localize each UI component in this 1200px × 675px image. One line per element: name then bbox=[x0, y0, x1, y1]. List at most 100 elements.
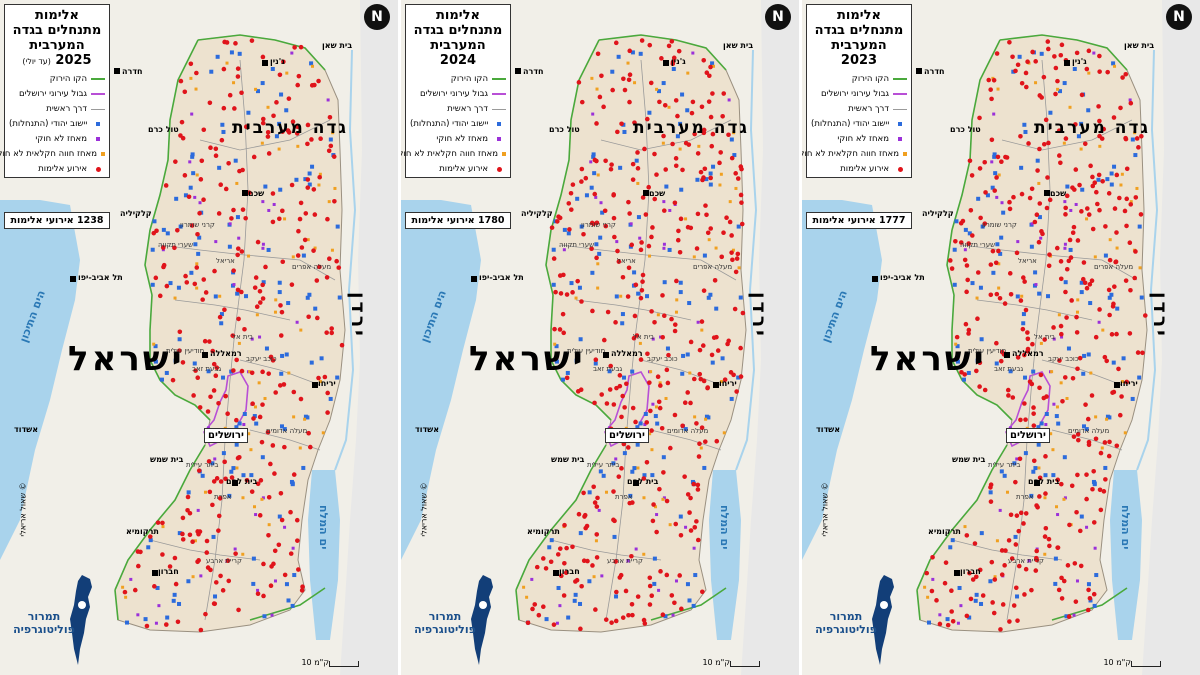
settlement-marker bbox=[614, 594, 619, 599]
settlement-marker bbox=[266, 247, 271, 252]
violence-event-marker bbox=[969, 173, 975, 178]
label-kiryat-arba: קריית ארבע bbox=[206, 557, 242, 565]
city-marker-jenin bbox=[663, 60, 669, 66]
legend-title: אלימות מתנחלים בגדה המערבית bbox=[12, 8, 102, 53]
outpost-marker bbox=[1093, 546, 1097, 550]
label-kiryat-arba: קריית ארבע bbox=[607, 557, 643, 565]
violence-event-marker bbox=[280, 208, 285, 214]
violence-event-marker bbox=[977, 384, 982, 389]
legend-row-road: דרך ראשית bbox=[9, 104, 105, 114]
violence-event-marker bbox=[611, 402, 617, 407]
farm-outpost-marker bbox=[926, 595, 930, 599]
farm-outpost-symbol bbox=[101, 152, 105, 156]
violence-event-marker bbox=[196, 468, 202, 473]
dead-sea bbox=[1110, 470, 1142, 640]
farm-outpost-marker bbox=[718, 183, 722, 187]
settlement-marker bbox=[186, 579, 191, 584]
violence-event-marker bbox=[216, 528, 221, 533]
road-symbol bbox=[91, 108, 105, 110]
settlement-marker bbox=[177, 531, 182, 536]
violence-event-marker bbox=[548, 559, 554, 565]
city-marker-nablus bbox=[643, 190, 649, 196]
violence-event-marker bbox=[296, 567, 301, 572]
violence-event-marker bbox=[1086, 587, 1091, 593]
farm-outpost-marker bbox=[1123, 431, 1127, 435]
farm-outpost-marker bbox=[247, 432, 251, 436]
label-israel: ישראל bbox=[68, 339, 185, 379]
farm-outpost-marker bbox=[1005, 490, 1009, 494]
settlement-marker bbox=[1021, 321, 1026, 326]
outpost-marker bbox=[1085, 525, 1089, 529]
label-hebron: חברון bbox=[559, 567, 580, 576]
violence-event-marker bbox=[261, 593, 266, 599]
violence-event-marker bbox=[1094, 189, 1099, 195]
farm-outpost-marker bbox=[674, 310, 678, 314]
label-beit-shean: בית שאן bbox=[723, 41, 754, 50]
violence-event-marker bbox=[625, 445, 631, 450]
farm-outpost-marker bbox=[655, 87, 659, 91]
violence-event-marker bbox=[188, 61, 194, 67]
label-west-bank: גדה מערבית bbox=[1034, 118, 1151, 138]
settlement-marker bbox=[186, 490, 191, 495]
violence-event-marker bbox=[1043, 117, 1049, 123]
settlement-marker bbox=[572, 598, 577, 603]
settlement-marker bbox=[217, 165, 222, 170]
violence-event-marker bbox=[1018, 417, 1023, 423]
farm-outpost-marker bbox=[1101, 328, 1105, 332]
violence-event-marker bbox=[265, 129, 271, 135]
violence-event-marker bbox=[1015, 62, 1021, 68]
violence-event-marker bbox=[1060, 398, 1065, 404]
violence-event-marker bbox=[1025, 336, 1031, 342]
violence-event-marker bbox=[311, 248, 316, 253]
outpost-marker bbox=[651, 337, 655, 341]
violence-event-marker bbox=[705, 385, 710, 391]
settlement-marker bbox=[636, 215, 641, 220]
label-tel-aviv: תל אביב-יפו bbox=[479, 273, 524, 282]
farm-outpost-marker bbox=[732, 131, 736, 135]
label-maale-efraim: מעלה אפרים bbox=[292, 263, 332, 271]
settlement-marker bbox=[675, 134, 680, 139]
settlement-symbol bbox=[497, 122, 502, 126]
violence-event-marker bbox=[305, 122, 311, 128]
settlement-marker bbox=[255, 89, 260, 94]
farm-outpost-marker bbox=[590, 76, 594, 80]
violence-event-marker bbox=[231, 207, 236, 213]
settlement-marker bbox=[610, 69, 615, 74]
label-tulkarm: טול כרם bbox=[549, 125, 580, 134]
violence-event-marker bbox=[1098, 507, 1104, 513]
settlement-marker bbox=[178, 224, 183, 229]
violence-event-marker bbox=[963, 321, 969, 327]
outpost-marker bbox=[228, 222, 232, 226]
label-maale-adumim: מעלה אדומים bbox=[1068, 427, 1110, 435]
mediterranean-sea bbox=[802, 200, 882, 560]
violence-event-marker bbox=[277, 383, 283, 388]
violence-event-marker bbox=[615, 129, 620, 135]
violence-event-marker bbox=[1053, 65, 1059, 71]
violence-event-marker bbox=[172, 245, 177, 251]
label-ariel: אריאל bbox=[216, 257, 235, 265]
outpost-marker bbox=[956, 621, 960, 625]
label-tulkarm: טול כרם bbox=[950, 125, 981, 134]
violence-event-marker bbox=[583, 175, 589, 181]
violence-event-marker bbox=[1073, 122, 1078, 127]
violence-event-marker bbox=[1107, 439, 1112, 445]
settlement-marker bbox=[643, 411, 648, 416]
violence-event-marker bbox=[260, 54, 266, 60]
violence-event-marker bbox=[305, 177, 311, 182]
violence-event-marker bbox=[272, 471, 277, 476]
violence-event-marker bbox=[1011, 603, 1017, 608]
farm-outpost-marker bbox=[596, 262, 600, 266]
violence-event-marker bbox=[218, 573, 223, 579]
farm-outpost-marker bbox=[247, 254, 251, 258]
scale-bar: 10 ק"מ bbox=[1103, 658, 1164, 667]
violence-event-marker bbox=[224, 40, 230, 45]
violence-event-marker bbox=[996, 248, 1001, 254]
legend-year: 2025 (עד יולי) bbox=[9, 53, 105, 69]
violence-event-marker bbox=[1058, 323, 1064, 329]
violence-event-marker bbox=[278, 303, 283, 308]
violence-event-marker bbox=[597, 94, 603, 100]
violence-event-marker bbox=[965, 277, 970, 283]
label-ariel: אריאל bbox=[1018, 257, 1037, 265]
violence-event-marker bbox=[738, 374, 744, 379]
outpost-marker bbox=[692, 546, 696, 550]
